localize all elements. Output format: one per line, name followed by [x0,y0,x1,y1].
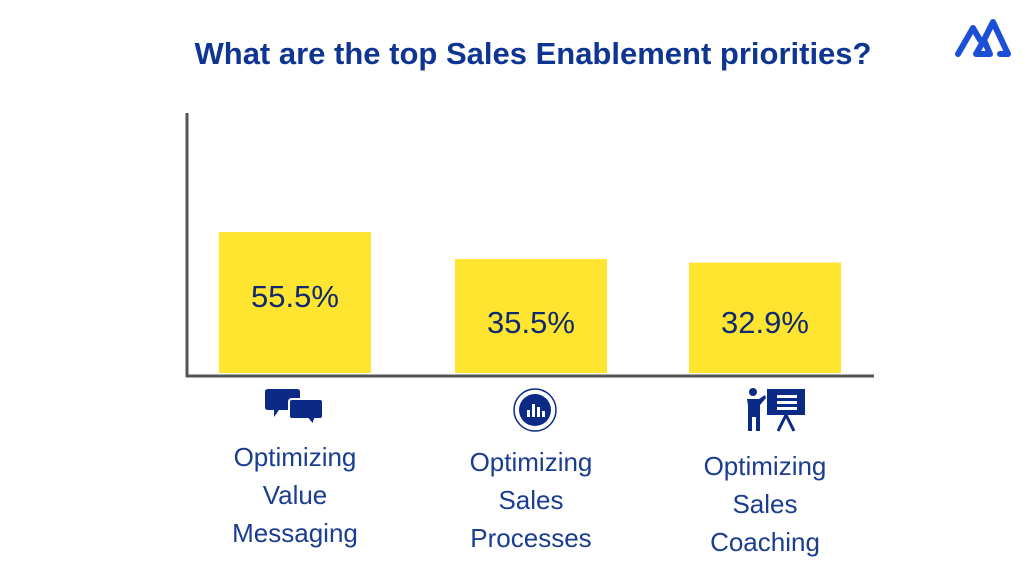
presenter-board-icon [747,388,805,432]
speech-bubbles-icon [265,389,324,427]
category-label-line: Processes [470,523,592,553]
logo-icon [955,19,1011,57]
category-label-line: Optimizing [469,447,593,477]
category-label-line: Messaging [232,518,358,548]
bar [455,259,607,373]
data-label: 35.5% [487,305,575,340]
category-label: Optimizing Sales Coaching [655,447,875,561]
category-label: Optimizing Sales Processes [421,443,641,557]
category-label: Optimizing Value Messaging [185,438,405,552]
chart-title: What are the top Sales Enablement priori… [194,36,872,71]
category-label-line: Sales [732,489,798,519]
category-label-line: Optimizing [703,451,827,481]
category-label-line: Value [262,480,328,510]
data-label: 32.9% [721,305,809,340]
data-label: 55.5% [251,279,339,314]
category-label-line: Sales [498,485,564,515]
bar-chart-circle-icon [513,388,557,432]
bar [219,232,371,373]
category-label-line: Coaching [710,527,820,557]
bar [689,262,841,373]
category-label-line: Optimizing [233,442,357,472]
